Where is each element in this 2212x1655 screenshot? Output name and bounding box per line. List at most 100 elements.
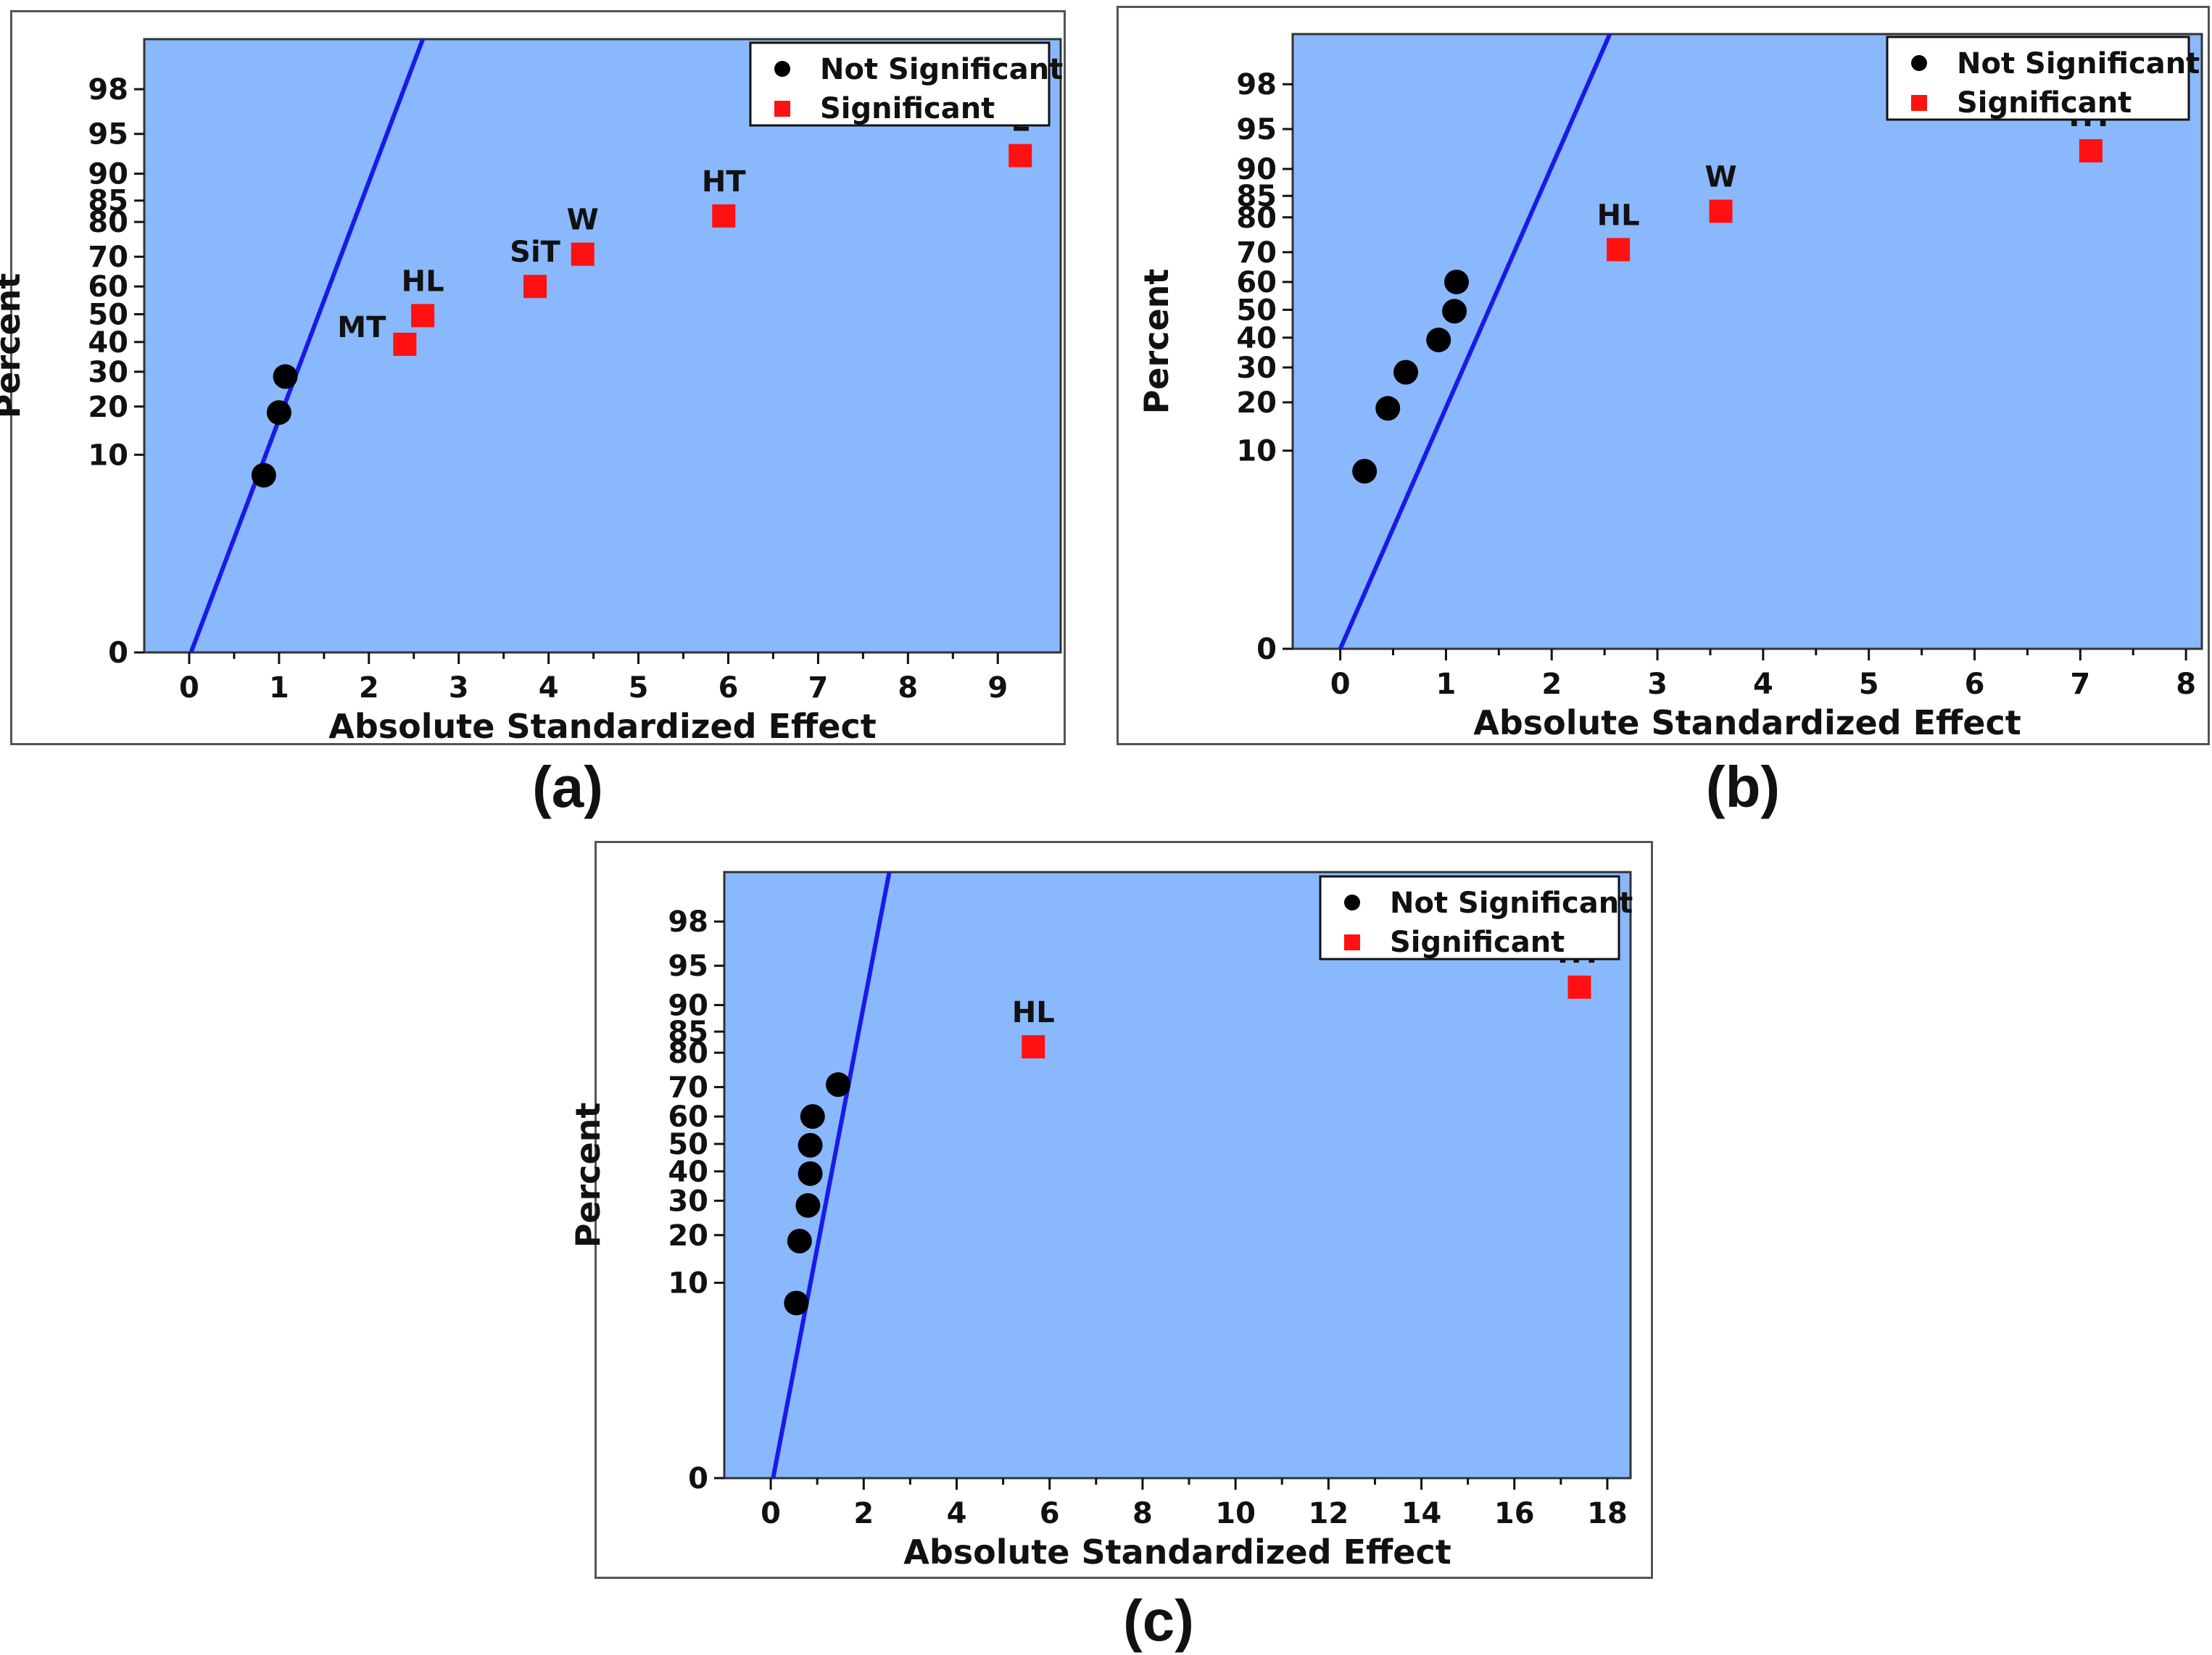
x-tick-label: 4 bbox=[1753, 668, 1773, 701]
y-tick-label: 85 bbox=[1236, 180, 1277, 213]
y-tick-label: 10 bbox=[88, 439, 128, 472]
y-tick-label: 95 bbox=[668, 950, 708, 983]
not-significant-point bbox=[266, 400, 291, 426]
significant-point bbox=[571, 242, 595, 266]
plot-area bbox=[143, 38, 1062, 654]
x-tick-label: 10 bbox=[1215, 1497, 1256, 1530]
not-significant-point bbox=[784, 1290, 809, 1316]
point-label: HL bbox=[402, 265, 444, 298]
not-significant-point bbox=[798, 1132, 823, 1158]
y-tick-label: 60 bbox=[88, 270, 128, 304]
significant-point bbox=[712, 204, 736, 228]
y-tick-label: 60 bbox=[668, 1100, 708, 1134]
legend-box bbox=[749, 41, 1051, 127]
x-tick-label: 2 bbox=[853, 1497, 874, 1530]
significant-point bbox=[411, 304, 435, 328]
y-tick-label: 50 bbox=[668, 1128, 708, 1161]
y-axis-title: Percent bbox=[1137, 269, 1176, 415]
x-tick-label: 8 bbox=[2176, 668, 2196, 701]
not-significant-point bbox=[273, 364, 298, 389]
point-label: HT bbox=[702, 165, 746, 199]
y-tick-label: 98 bbox=[1236, 68, 1277, 101]
x-tick-label: 1 bbox=[1436, 668, 1457, 701]
y-tick-label: 0 bbox=[688, 1462, 708, 1496]
y-axis-title: Percent bbox=[568, 1103, 608, 1248]
legend-box bbox=[1319, 875, 1620, 961]
y-tick-label: 30 bbox=[1236, 352, 1277, 385]
point-label: W bbox=[567, 204, 599, 237]
x-tick-label: 6 bbox=[718, 671, 739, 705]
reference-line bbox=[189, 38, 425, 654]
y-tick-label: 80 bbox=[668, 1037, 708, 1070]
chart-panel-b: 0 10 20 30 40 50 60 70 80 85 90 95 98 0 1 2 3 4 5 6 7 8 Absolu… bbox=[1117, 6, 2210, 745]
x-tick-label: 5 bbox=[629, 671, 649, 705]
y-tick-label: 90 bbox=[88, 158, 128, 191]
x-tick-label: 2 bbox=[359, 671, 379, 705]
x-tick-label: 9 bbox=[987, 671, 1008, 705]
y-tick-label: 0 bbox=[1256, 633, 1277, 666]
x-tick-label: 18 bbox=[1587, 1497, 1628, 1530]
chart-panel-a: 0 10 20 30 40 50 60 70 80 85 90 95 98 0 1 2 3 4 5 6 7 8 9 Absol… bbox=[0, 10, 1066, 746]
y-tick-label: 40 bbox=[88, 326, 128, 360]
significant-point bbox=[1607, 238, 1631, 262]
significant-point bbox=[1709, 199, 1733, 223]
x-tick-label: 16 bbox=[1494, 1497, 1535, 1530]
not-significant-point bbox=[1444, 269, 1470, 294]
y-tick-label: 20 bbox=[668, 1219, 708, 1253]
not-significant-point bbox=[251, 463, 276, 488]
y-tick-label: 10 bbox=[668, 1267, 708, 1301]
point-label: HL bbox=[1012, 996, 1055, 1029]
legend-significant-label: Significant bbox=[1390, 926, 1565, 959]
y-tick-label: 85 bbox=[668, 1016, 708, 1049]
y-tick-label: 80 bbox=[1236, 202, 1277, 235]
not-significant-point bbox=[1393, 360, 1419, 385]
caption-c: (c) bbox=[1123, 1588, 1194, 1653]
x-axis-title: Absolute Standardized Effect bbox=[1473, 703, 2021, 742]
x-tick-label: 1 bbox=[269, 671, 289, 705]
significant-point bbox=[2079, 139, 2103, 163]
y-tick-label: 98 bbox=[668, 905, 708, 939]
significant-point bbox=[1567, 975, 1591, 999]
significant-point bbox=[1008, 144, 1032, 167]
legend-significant-marker bbox=[774, 101, 790, 117]
y-tick-label: 0 bbox=[108, 636, 128, 670]
not-significant-point bbox=[795, 1192, 821, 1218]
y-tick-label: 80 bbox=[88, 206, 128, 239]
legend-box bbox=[1886, 36, 2190, 121]
legend-not-significant-marker bbox=[1911, 55, 1927, 71]
legend-significant-label: Significant bbox=[820, 92, 995, 125]
point-label: W bbox=[1704, 160, 1736, 194]
significant-point bbox=[1022, 1034, 1045, 1058]
x-tick-label: 4 bbox=[539, 671, 559, 705]
x-tick-label: 0 bbox=[761, 1497, 781, 1530]
chart-panel-c: 0 10 20 30 40 50 60 70 80 85 90 95 98 0 2 4 6 8 10 12 14 16 18… bbox=[568, 841, 1653, 1579]
legend-not-significant-marker bbox=[1344, 895, 1360, 911]
y-tick-label: 60 bbox=[1236, 266, 1277, 299]
y-tick-label: 50 bbox=[88, 298, 128, 331]
caption-b: (b) bbox=[1705, 755, 1781, 819]
x-axis-title: Absolute Standardized Effect bbox=[328, 707, 877, 746]
x-tick-label: 6 bbox=[1040, 1497, 1060, 1530]
caption-a: (a) bbox=[532, 755, 603, 819]
y-tick-label: 90 bbox=[668, 989, 708, 1022]
x-tick-label: 7 bbox=[808, 671, 828, 705]
not-significant-point bbox=[1442, 299, 1467, 324]
y-tick-label: 40 bbox=[1236, 322, 1277, 355]
not-significant-point bbox=[1375, 396, 1401, 421]
legend-not-significant-label: Not Significant bbox=[1390, 887, 1633, 920]
plot-area bbox=[723, 871, 1632, 1480]
x-tick-label: 5 bbox=[1859, 668, 1879, 701]
legend-significant-label: Significant bbox=[1957, 86, 2132, 120]
y-tick-label: 70 bbox=[88, 241, 128, 274]
x-tick-label: 2 bbox=[1541, 668, 1562, 701]
point-label: HL bbox=[1597, 199, 1640, 232]
legend-significant-marker bbox=[1344, 934, 1360, 950]
y-tick-label: 30 bbox=[668, 1185, 708, 1218]
not-significant-point bbox=[798, 1161, 823, 1186]
not-significant-point bbox=[1352, 458, 1378, 484]
legend-not-significant-label: Not Significant bbox=[1957, 47, 2200, 80]
x-tick-label: 3 bbox=[1647, 668, 1668, 701]
